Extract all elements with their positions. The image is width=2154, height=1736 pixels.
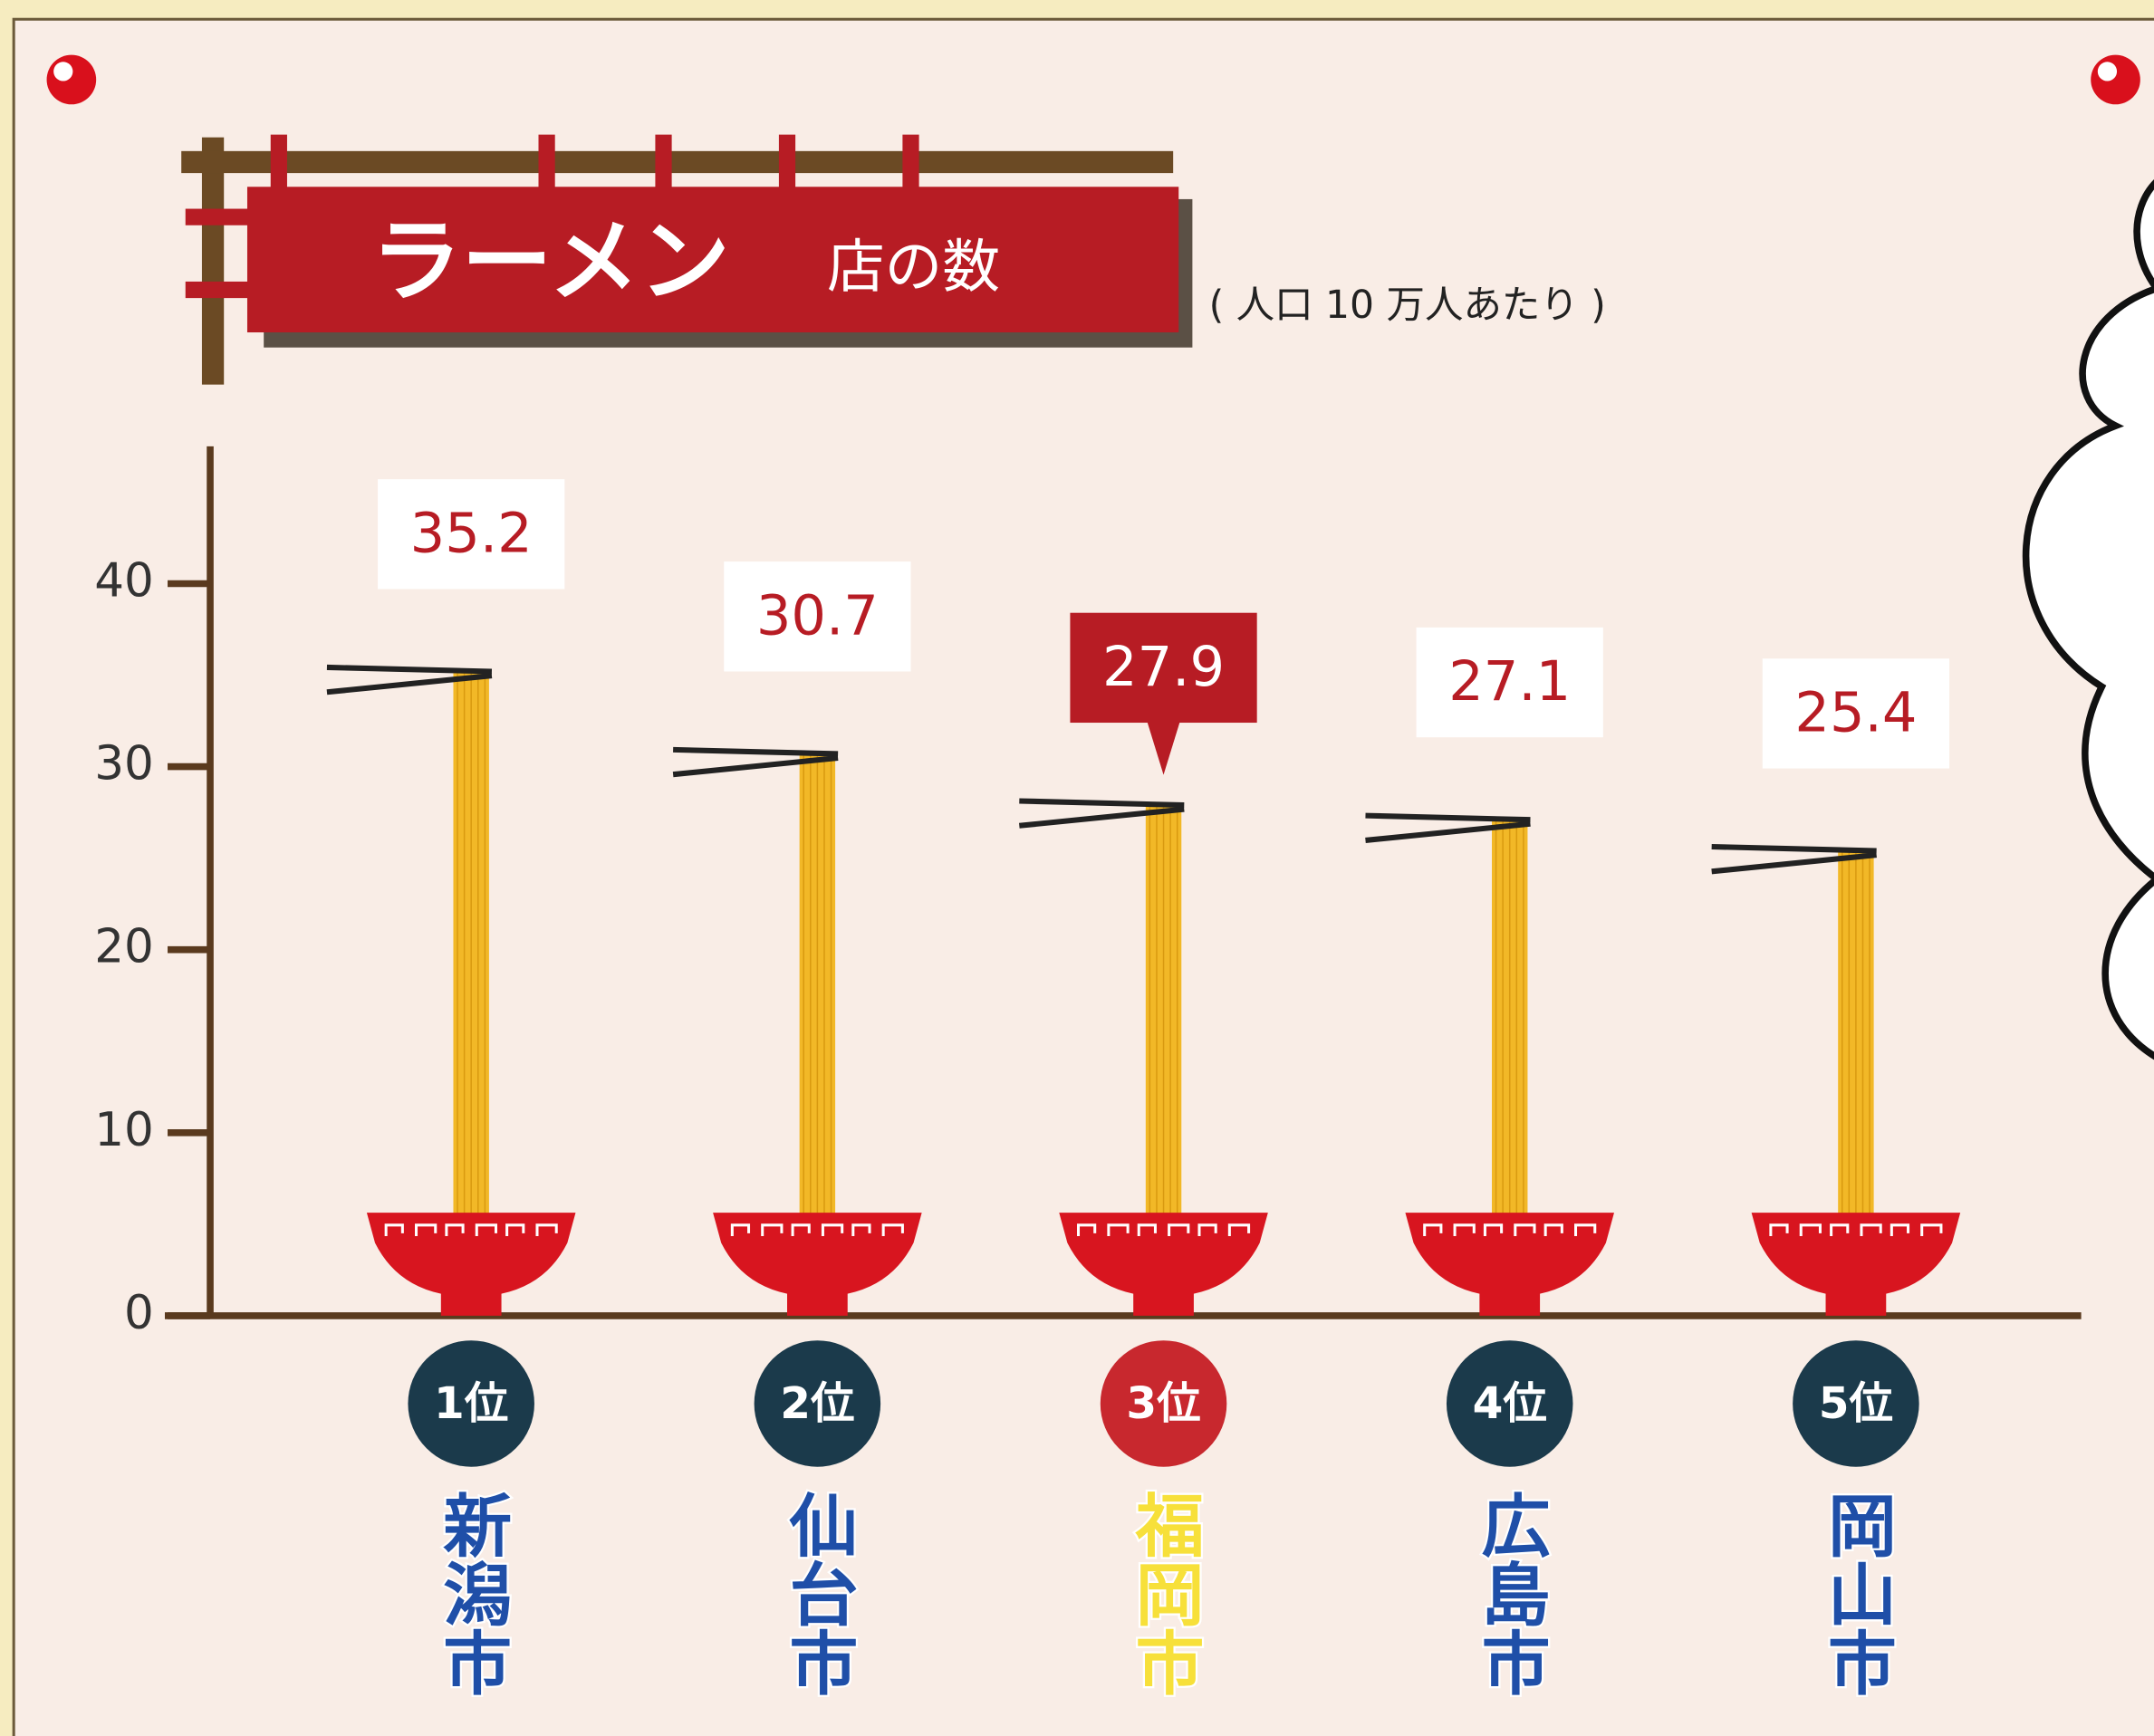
x-tick-label: 新潟市	[431, 1491, 512, 1696]
y-tick-label: 30	[94, 737, 154, 791]
x-tick-label: 福岡市	[1124, 1491, 1206, 1696]
rank-label: 1位	[434, 1378, 508, 1429]
pin	[47, 55, 97, 105]
x-tick-label: 広島市	[1470, 1491, 1551, 1696]
value-label: 27.1	[1448, 650, 1571, 714]
y-tick-label: 20	[94, 920, 154, 974]
chart: ラーメン 店の数 ( 人口 10 万人あたり ) 0 10 20 30 40 35.2 1位…	[0, 0, 2154, 1736]
x-tick-label: 岡山市	[1816, 1491, 1896, 1696]
page: {"chart_data": { "type": "bar", "title":…	[0, 0, 2154, 1736]
x-tick-label: 仙台市	[777, 1491, 859, 1696]
y-tick-label: 0	[124, 1286, 154, 1340]
value-label: 35.2	[410, 502, 533, 565]
pin-shine	[2098, 62, 2117, 81]
y-tick-label: 10	[94, 1103, 154, 1157]
rank-label: 5位	[1819, 1378, 1893, 1429]
rank-label: 4位	[1473, 1378, 1547, 1429]
chart-title-suffix: 店の数	[827, 234, 1000, 301]
chart-title: ラーメン	[370, 208, 729, 314]
chart-subtitle: ( 人口 10 万人あたり )	[1209, 283, 1606, 328]
pin	[2091, 55, 2140, 105]
y-tick-label: 40	[94, 553, 154, 608]
value-label: 30.7	[756, 584, 879, 647]
value-label: 27.9	[1102, 636, 1225, 699]
value-label: 25.4	[1794, 682, 1917, 745]
rank-label: 2位	[780, 1378, 854, 1429]
rank-label: 3位	[1126, 1378, 1200, 1429]
pin-shine	[53, 62, 72, 81]
